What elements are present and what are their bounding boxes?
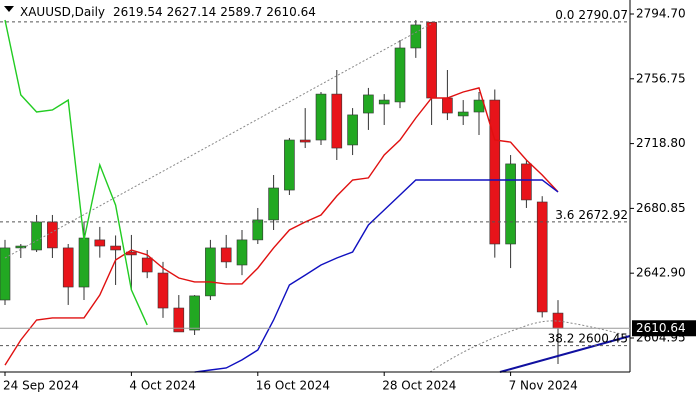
candle-body <box>457 111 469 117</box>
fib-label: 38.2 2600.45 <box>548 331 628 345</box>
candle-body <box>378 99 390 105</box>
candle-body <box>173 307 185 333</box>
fib-ratio: 0.0 <box>555 7 574 21</box>
y-tick-label: 2718.80 <box>636 136 686 150</box>
indicator-line <box>4 19 148 326</box>
fib-trend-line <box>4 23 432 259</box>
candle-body <box>284 139 295 191</box>
fib-ratio: 38.2 <box>548 331 575 345</box>
header: XAUUSD,Daily 2619.54 2627.14 2589.7 2610.64 <box>20 5 316 19</box>
candle-body <box>331 93 343 149</box>
candle-body <box>521 163 532 201</box>
candle-body <box>426 21 437 99</box>
candle-body <box>410 24 422 49</box>
candle-body <box>505 163 516 245</box>
candle-body <box>62 247 74 288</box>
candle-body <box>110 245 121 251</box>
x-tick-label: 16 Oct 2024 <box>256 379 330 393</box>
candle-body <box>220 247 232 263</box>
candle-body <box>347 114 358 146</box>
candle-body <box>552 312 564 329</box>
y-tick-label: 2794.70 <box>636 7 686 21</box>
price-label: 2610.64 <box>636 321 686 335</box>
menu-triangle[interactable] <box>4 6 14 12</box>
plot-area <box>0 19 564 373</box>
candle-body <box>205 247 216 297</box>
candle-body <box>47 221 58 249</box>
candle-body <box>252 219 264 241</box>
candle-body <box>78 237 90 288</box>
candle-body <box>141 257 153 273</box>
trend-line <box>499 335 631 373</box>
candle-body <box>157 272 169 309</box>
y-tick-label: 2756.75 <box>636 71 686 85</box>
symbol: XAUUSD,Daily <box>20 5 105 19</box>
candle-body <box>189 295 200 331</box>
x-tick-label: 24 Sep 2024 <box>3 379 79 393</box>
fib-label: 0.0 2790.07 <box>555 7 628 21</box>
candle-body <box>315 93 327 141</box>
x-tick-label: 4 Oct 2024 <box>129 379 196 393</box>
candle-body <box>363 94 374 114</box>
indicator-line <box>4 87 559 366</box>
y-tick-label: 2680.85 <box>636 201 686 215</box>
price-box <box>632 320 696 337</box>
candle-body <box>0 247 11 301</box>
y-tick-label: 2642.90 <box>636 266 686 280</box>
candle-body <box>31 221 42 251</box>
candle-body <box>236 239 248 266</box>
fib-value: 2672.92 <box>578 207 628 221</box>
candle-body <box>268 187 279 221</box>
candle-body <box>536 201 548 313</box>
fib-value: 2600.45 <box>578 331 628 345</box>
candle-body <box>394 47 406 103</box>
indicator-line <box>194 179 559 373</box>
header-low: 2589.7 <box>220 5 262 19</box>
candle-body <box>442 97 453 114</box>
envelope <box>429 320 629 373</box>
header-open: 2619.54 <box>113 5 163 19</box>
fib-value: 2790.07 <box>578 7 628 21</box>
candle-body <box>94 239 106 247</box>
fib-ratio: 3.6 <box>555 207 574 221</box>
x-tick-label: 28 Oct 2024 <box>382 379 456 393</box>
x-tick-label: 7 Nov 2024 <box>509 379 578 393</box>
header-close: 2610.64 <box>266 5 316 19</box>
fib-label: 3.6 2672.92 <box>555 207 628 221</box>
candle-body <box>299 139 311 143</box>
candle-body <box>15 245 27 249</box>
header-high: 2627.14 <box>167 5 217 19</box>
candle-body <box>489 99 501 245</box>
